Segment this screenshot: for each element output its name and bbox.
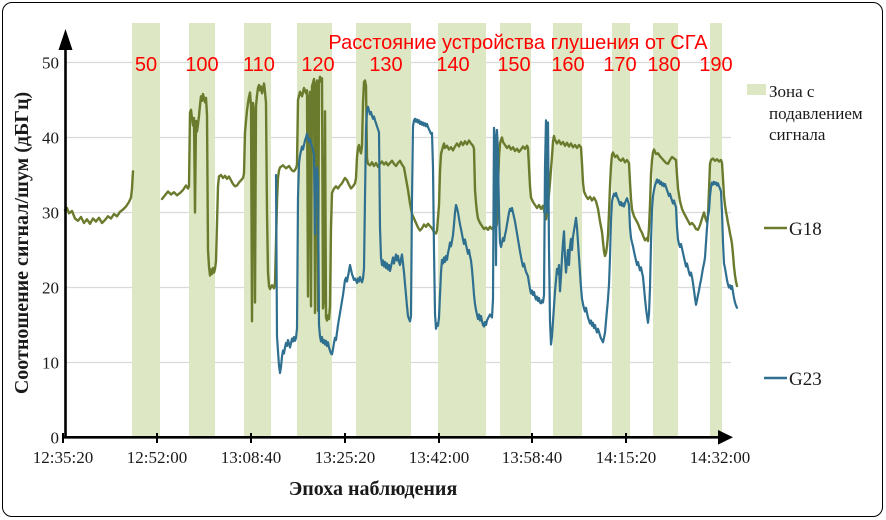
- distance-label-180: 180: [647, 54, 680, 76]
- x-tick-label: 13:25:20: [315, 448, 375, 467]
- x-axis-arrow-icon: [718, 430, 733, 445]
- y-tick-label: 50: [42, 54, 59, 73]
- x-tick-label: 12:52:00: [127, 448, 187, 467]
- distance-label-50: 50: [135, 54, 157, 76]
- legend-zone-label-line3: сигнала: [769, 125, 826, 144]
- distance-label-100: 100: [185, 54, 218, 76]
- x-tick-label: 14:32:00: [690, 448, 750, 467]
- jamming-zone-180m: [653, 23, 678, 438]
- distance-label-140: 140: [436, 54, 469, 76]
- x-tick-label: 13:58:40: [502, 448, 562, 467]
- jamming-distance-labels: 50 100 110 120 130 140 150 160 170 180 190: [135, 54, 733, 76]
- y-tick-label: 20: [42, 279, 59, 298]
- y-tick-label: 10: [42, 354, 59, 373]
- x-tick-label: 14:15:20: [596, 448, 656, 467]
- legend-zone-swatch-icon: [747, 84, 766, 95]
- jamming-zone-190m: [710, 23, 722, 438]
- distance-label-170: 170: [603, 54, 636, 76]
- legend-g18-label: G18: [789, 219, 822, 240]
- x-tick-label: 13:42:00: [409, 448, 469, 467]
- legend-zone-label-line1: Зона с: [769, 82, 815, 101]
- jamming-zone-170m: [612, 23, 630, 438]
- series-g18-path: [63, 75, 739, 323]
- jamming-zone-100m: [189, 23, 215, 438]
- y-tick-label: 40: [42, 129, 59, 148]
- x-axis-title: Эпоха наблюдения: [289, 478, 458, 500]
- y-axis-arrow-icon: [58, 29, 73, 50]
- distance-label-150: 150: [497, 54, 530, 76]
- legend: Зона с подавлением сигнала G18 G23: [747, 82, 863, 390]
- y-axis-title: Соотношение сигнал/шум (дБГц): [11, 92, 33, 394]
- y-tick-label: 30: [42, 204, 59, 223]
- x-tick-label: 13:08:40: [221, 448, 281, 467]
- x-axis-tick-labels: 12:35:20 12:52:00 13:08:40 13:25:20 13:42:00…: [33, 448, 750, 467]
- jamming-zone-50m: [132, 23, 160, 438]
- legend-g23-label: G23: [789, 369, 822, 390]
- series-lines: [63, 75, 739, 375]
- distance-label-130: 130: [369, 54, 402, 76]
- x-axis-ticks: [62, 433, 721, 443]
- jamming-zones: [132, 23, 722, 438]
- distance-label-160: 160: [551, 54, 584, 76]
- distance-label-190: 190: [699, 54, 732, 76]
- distance-label-120: 120: [301, 54, 334, 76]
- distance-label-110: 110: [243, 54, 275, 76]
- x-tick-label: 12:35:20: [33, 448, 93, 467]
- y-axis-tick-labels: 0 10 20 30 40 50: [42, 54, 59, 448]
- legend-zone-label-line2: подавлением: [769, 104, 863, 123]
- series-g23-path: [274, 105, 739, 375]
- chart-title: Расстояние устройства глушения от СГА: [328, 32, 708, 54]
- y-tick-label: 0: [51, 429, 60, 448]
